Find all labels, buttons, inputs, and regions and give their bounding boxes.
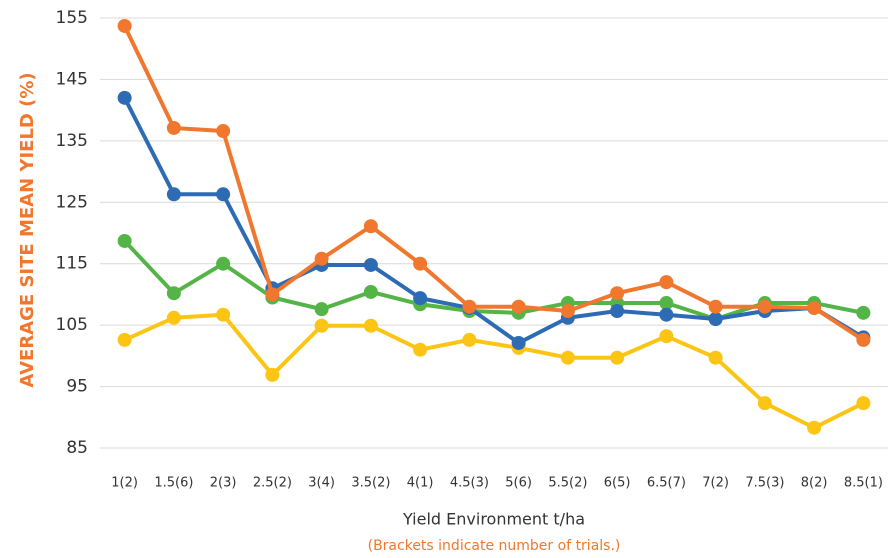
point — [511, 299, 526, 314]
point — [856, 396, 871, 411]
point — [413, 342, 428, 357]
point — [413, 291, 428, 306]
point — [560, 304, 575, 319]
y-tick-label: 85 — [66, 438, 88, 458]
point — [166, 310, 181, 325]
y-tick-label: 155 — [56, 8, 88, 28]
x-tick-label: 2.5(2) — [253, 476, 292, 491]
x-tick-label: 7.5(3) — [745, 476, 784, 491]
point — [807, 420, 822, 435]
x-tick-label: 4(1) — [407, 476, 434, 491]
point — [117, 332, 132, 347]
point — [314, 251, 329, 266]
point — [659, 275, 674, 290]
point — [708, 350, 723, 365]
x-tick-label: 5.5(2) — [548, 476, 587, 491]
point — [610, 350, 625, 365]
series-line — [122, 96, 865, 345]
point — [117, 90, 132, 105]
point — [708, 312, 723, 326]
y-tick-label: 135 — [56, 131, 88, 151]
point — [265, 367, 280, 382]
point — [216, 124, 231, 139]
x-tick-label: 7(2) — [702, 476, 729, 491]
point — [363, 219, 378, 234]
point — [610, 304, 625, 319]
point — [216, 187, 231, 202]
series-line — [122, 25, 865, 342]
point — [659, 296, 674, 311]
y-axis-title: AVERAGE SITE MEAN YIELD (%) — [17, 72, 38, 387]
point — [216, 307, 231, 322]
x-tick-label: 4.5(3) — [450, 476, 489, 491]
point — [610, 286, 625, 301]
point — [560, 350, 575, 365]
point — [265, 287, 280, 302]
point — [117, 233, 132, 248]
point — [314, 318, 329, 333]
point — [314, 302, 329, 317]
series-line — [123, 312, 865, 430]
x-tick-label: 8.5(1) — [844, 476, 883, 491]
x-tick-label: 2(3) — [210, 476, 237, 491]
y-tick-label: 105 — [56, 315, 88, 335]
point — [511, 335, 526, 350]
point — [363, 257, 378, 272]
point — [757, 396, 772, 411]
point — [856, 332, 871, 347]
point — [117, 18, 132, 33]
point — [462, 332, 477, 347]
point — [166, 120, 181, 135]
x-tick-label: 8(2) — [801, 476, 828, 491]
x-tick-label: 6(5) — [604, 476, 631, 491]
point — [856, 305, 871, 320]
point — [413, 256, 428, 271]
point — [757, 299, 772, 314]
note: (Brackets indicate number of trials.) — [368, 538, 621, 554]
point — [166, 286, 181, 301]
point — [659, 307, 674, 322]
x-tick-label: 3(4) — [308, 476, 335, 491]
point — [216, 256, 231, 271]
point — [708, 299, 723, 314]
point — [659, 329, 674, 344]
x-tick-label: 1(2) — [111, 476, 138, 491]
x-tick-label: 6.5(7) — [647, 476, 686, 491]
x-tick-label: 3.5(2) — [351, 476, 390, 491]
series-line — [123, 239, 864, 321]
point — [166, 187, 181, 202]
y-tick-label: 125 — [56, 192, 88, 212]
point — [363, 284, 378, 299]
point — [807, 300, 822, 315]
y-tick-label: 115 — [56, 254, 88, 274]
x-tick-label: 5(6) — [505, 476, 532, 491]
point — [462, 299, 477, 314]
x-tick-label: 1.5(6) — [154, 476, 193, 491]
y-tick-label: 145 — [56, 69, 88, 89]
y-tick-label: 95 — [66, 377, 88, 397]
point — [363, 318, 378, 333]
x-axis-title: Yield Environment t/ha — [402, 510, 585, 529]
